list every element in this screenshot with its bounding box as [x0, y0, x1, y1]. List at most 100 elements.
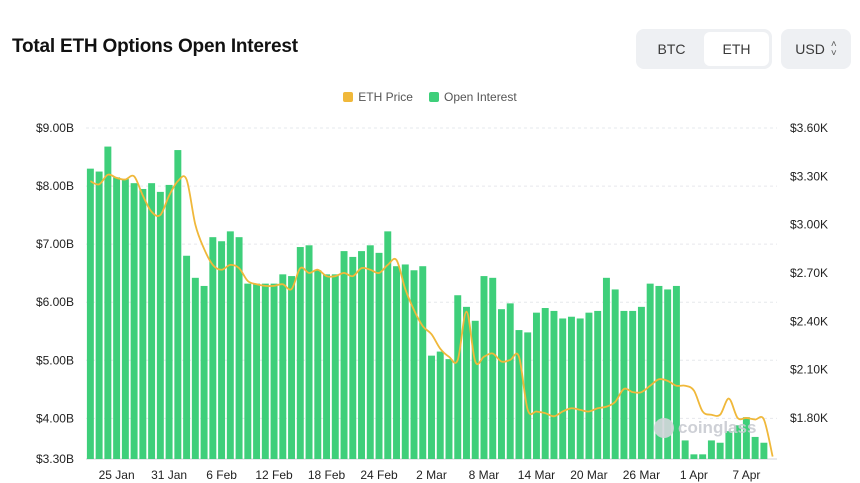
x-tick-label: 1 Apr	[680, 468, 708, 482]
legend-item-eth-price[interactable]: ETH Price	[343, 90, 413, 104]
bar-open-interest	[646, 283, 654, 459]
bar-open-interest	[253, 283, 261, 459]
page-title: Total ETH Options Open Interest	[12, 36, 298, 57]
currency-value: USD	[795, 41, 825, 57]
bar-open-interest	[524, 332, 532, 459]
bar-open-interest	[270, 283, 278, 459]
bar-open-interest	[139, 188, 147, 459]
currency-select[interactable]: USD ˄ ˅	[781, 29, 851, 69]
x-tick-label: 18 Feb	[308, 468, 346, 482]
y-left-tick-label: $3.30B	[36, 452, 74, 466]
bar-open-interest	[279, 274, 287, 459]
bar-open-interest	[734, 425, 742, 459]
coinglass-logo-icon	[654, 418, 674, 438]
bar-open-interest	[445, 359, 453, 459]
watermark-text: coinglass	[678, 418, 757, 437]
y-left-tick-label: $8.00B	[36, 179, 74, 193]
bar-open-interest	[226, 231, 234, 459]
y-right-tick-label: $2.40K	[790, 314, 828, 328]
x-tick-label: 24 Feb	[360, 468, 398, 482]
legend-item-open-interest[interactable]: Open Interest	[428, 90, 517, 104]
bar-open-interest	[436, 351, 444, 459]
legend-label-open-interest: Open Interest	[443, 90, 517, 104]
bar-open-interest	[611, 289, 619, 459]
legend-label-eth-price: ETH Price	[358, 90, 413, 104]
line-eth-price	[89, 173, 774, 457]
bar-open-interest	[576, 318, 584, 459]
bar-open-interest	[707, 440, 715, 459]
bar-open-interest	[200, 285, 208, 459]
bar-open-interest	[559, 318, 567, 459]
x-tick-label: 2 Mar	[416, 468, 447, 482]
bar-open-interest	[515, 330, 523, 459]
bar-open-interest	[498, 309, 505, 459]
bar-open-interest	[664, 289, 672, 459]
bar-open-interest	[183, 255, 191, 459]
bar-open-interest	[410, 270, 418, 459]
y-left-tick-label: $9.00B	[36, 121, 74, 135]
bar-open-interest	[165, 184, 173, 459]
y-left-tick-label: $6.00B	[36, 295, 74, 309]
bar-open-interest	[637, 306, 645, 459]
bar-open-interest	[672, 285, 680, 459]
y-right-tick-label: $1.80K	[790, 411, 828, 425]
bar-open-interest	[314, 270, 322, 459]
y-right-tick-label: $3.00K	[790, 218, 828, 232]
bar-open-interest	[699, 454, 707, 459]
bar-open-interest	[532, 312, 540, 459]
bar-open-interest	[95, 171, 103, 460]
bar-open-interest	[349, 256, 357, 459]
y-right-tick-label: $3.30K	[790, 169, 828, 183]
bar-open-interest	[305, 245, 313, 459]
bar-open-interest	[594, 310, 602, 459]
coin-option-btc[interactable]: BTC	[657, 41, 686, 57]
bar-open-interest	[419, 266, 427, 459]
bar-open-interest	[751, 436, 759, 459]
bar-open-interest	[384, 231, 392, 459]
bar-open-interest	[323, 274, 331, 459]
bar-open-interest	[716, 442, 724, 459]
y-right-tick-label: $2.10K	[790, 363, 828, 377]
x-tick-label: 25 Jan	[99, 468, 135, 482]
bar-open-interest	[681, 440, 689, 459]
bar-open-interest	[489, 277, 497, 459]
bar-open-interest	[567, 316, 575, 459]
bar-open-interest	[742, 417, 750, 459]
bar-open-interest	[375, 252, 383, 459]
bar-open-interest	[506, 303, 514, 459]
legend-swatch-eth-price	[343, 92, 354, 102]
x-tick-label: 31 Jan	[151, 468, 187, 482]
bar-open-interest	[191, 277, 199, 459]
bar-open-interest	[340, 251, 348, 459]
bar-open-interest	[130, 183, 138, 460]
legend-swatch-open-interest	[428, 92, 439, 102]
bar-open-interest	[331, 274, 339, 459]
coin-option-eth[interactable]: ETH	[704, 32, 769, 66]
x-tick-label: 20 Mar	[570, 468, 607, 482]
watermark: coinglass	[654, 418, 756, 438]
bar-open-interest	[550, 310, 558, 459]
chevron-updown-icon: ˄ ˅	[830, 39, 837, 59]
y-left-tick-label: $7.00B	[36, 237, 74, 251]
bar-open-interest	[174, 150, 182, 459]
bar-open-interest	[148, 183, 156, 460]
bar-open-interest	[690, 454, 698, 459]
bar-open-interest	[428, 355, 435, 459]
bar-open-interest	[244, 283, 252, 459]
bar-open-interest	[401, 264, 409, 459]
bars-layer	[86, 146, 768, 460]
chart-legend: ETH Price Open Interest	[0, 90, 860, 104]
bar-open-interest	[209, 237, 217, 459]
bar-open-interest	[156, 191, 164, 459]
axis-layer: $9.00B $8.00B $7.00B $6.00B $5.00B $4.00B $3.3…	[36, 121, 828, 482]
bar-open-interest	[358, 251, 365, 459]
coin-toggle: BTC ETH	[636, 29, 772, 69]
x-tick-label: 7 Apr	[732, 468, 760, 482]
y-left-tick-label: $4.00B	[36, 411, 74, 425]
bar-open-interest	[629, 310, 637, 459]
bar-open-interest	[463, 306, 470, 459]
x-tick-label: 26 Mar	[623, 468, 660, 482]
y-right-tick-label: $3.60K	[790, 121, 828, 135]
x-tick-label: 12 Feb	[255, 468, 293, 482]
